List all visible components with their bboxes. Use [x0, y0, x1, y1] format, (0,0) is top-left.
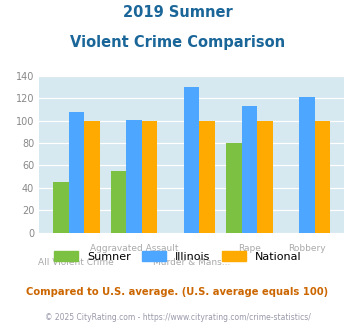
Text: All Violent Crime: All Violent Crime [38, 258, 114, 267]
Text: Murder & Mans...: Murder & Mans... [153, 258, 230, 267]
Bar [226, 143, 242, 233]
Bar [200, 121, 215, 233]
Bar [299, 97, 315, 233]
Bar [184, 87, 200, 233]
Text: 2019 Sumner: 2019 Sumner [122, 5, 233, 20]
Text: © 2025 CityRating.com - https://www.cityrating.com/crime-statistics/: © 2025 CityRating.com - https://www.city… [45, 314, 310, 322]
Bar [126, 119, 142, 233]
Text: Robbery: Robbery [288, 244, 326, 253]
Bar [111, 171, 126, 233]
Bar [257, 121, 273, 233]
Bar [69, 112, 84, 233]
Text: Aggravated Assault: Aggravated Assault [90, 244, 178, 253]
Bar [242, 106, 257, 233]
Text: Rape: Rape [238, 244, 261, 253]
Bar [315, 121, 331, 233]
Bar [84, 121, 100, 233]
Bar [142, 121, 157, 233]
Text: Compared to U.S. average. (U.S. average equals 100): Compared to U.S. average. (U.S. average … [26, 287, 329, 297]
Bar [53, 182, 69, 233]
Legend: Sumner, Illinois, National: Sumner, Illinois, National [54, 250, 301, 262]
Text: Violent Crime Comparison: Violent Crime Comparison [70, 35, 285, 50]
